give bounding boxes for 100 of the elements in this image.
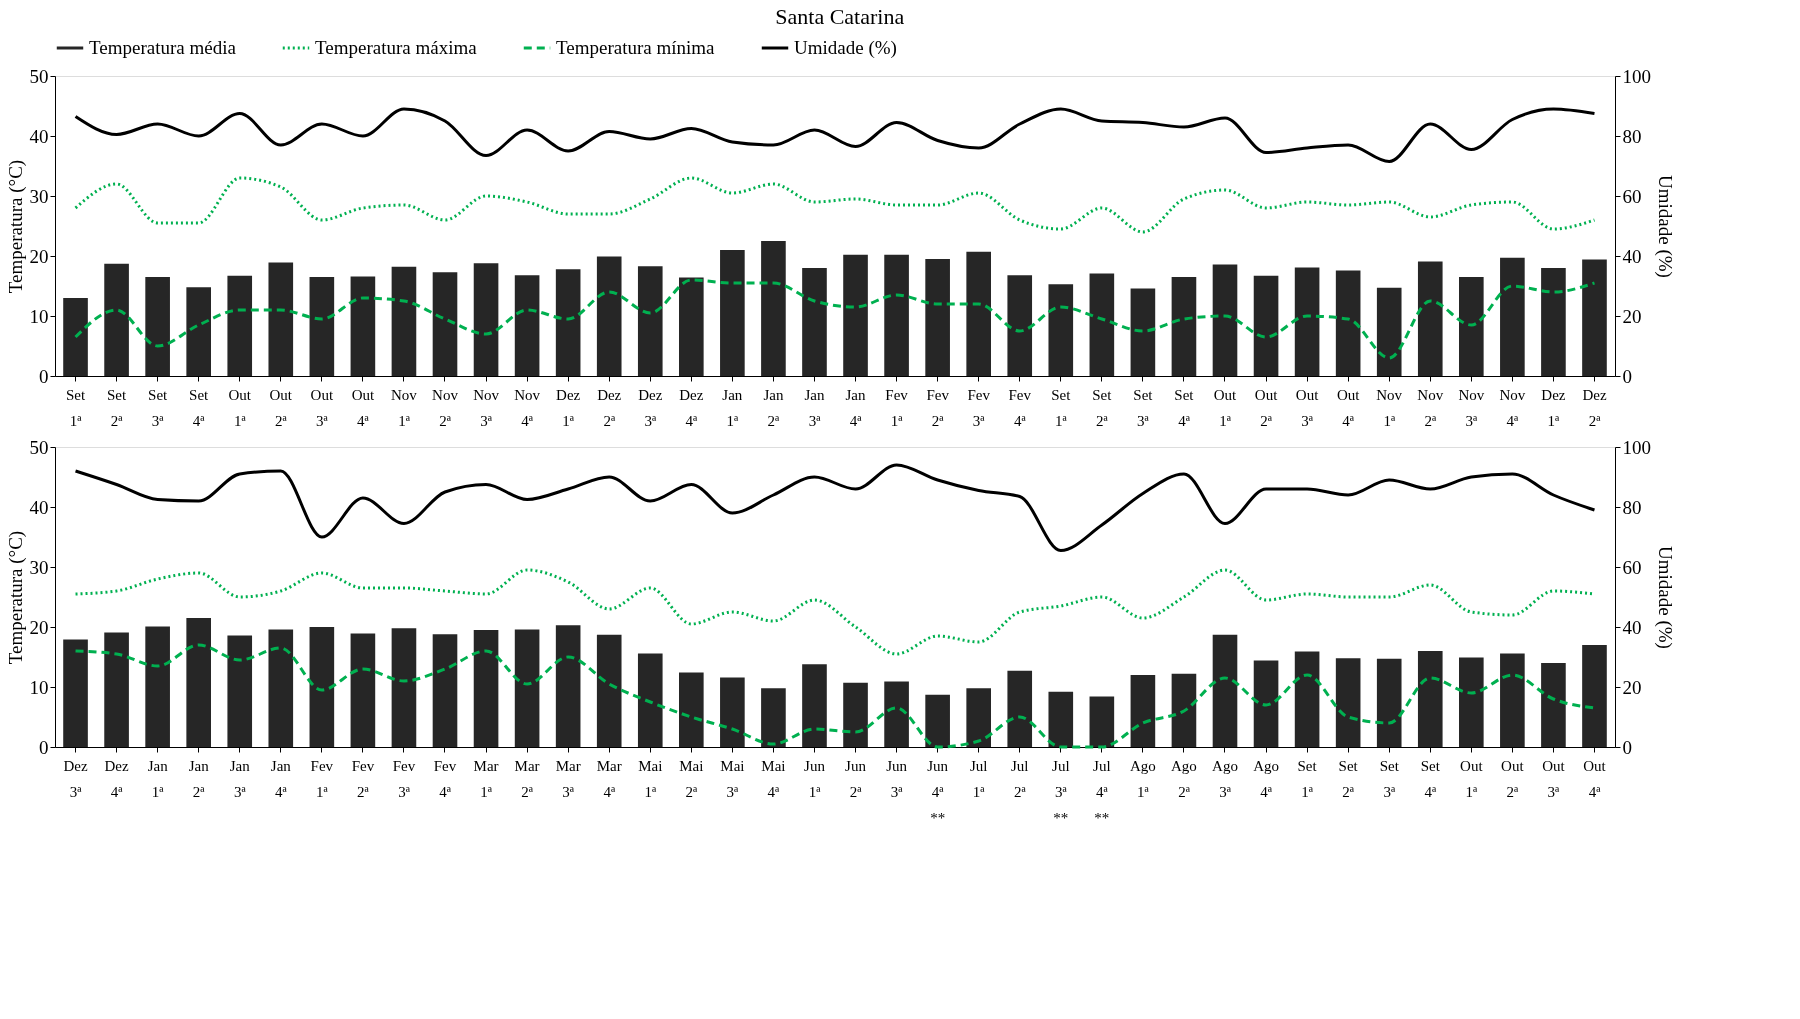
bar [1417, 261, 1443, 376]
y-tick-label: 20 [29, 616, 49, 638]
x-tick-label: Nov 2ª [432, 386, 459, 429]
y2-tick-label: 80 [1622, 125, 1642, 147]
bar [1253, 275, 1279, 376]
bar [1212, 634, 1238, 747]
bar [1335, 658, 1361, 747]
x-tick-label: Out 1ª [228, 386, 252, 429]
y-tick-label: 40 [29, 125, 49, 147]
bar [309, 277, 335, 376]
x-tick-label: Set 3ª [148, 386, 169, 429]
x-tick-label: Dez 2ª [597, 386, 622, 429]
x-tick-label: Set 3ª [1379, 757, 1400, 800]
bar [227, 635, 253, 747]
bar [145, 626, 170, 747]
x-tick-label: Fev 1ª [885, 386, 909, 429]
bar [884, 254, 909, 376]
x-tick-label: Nov 4ª [1499, 386, 1526, 429]
bar [268, 262, 294, 376]
x-tick-label: Out 3ª [1295, 386, 1320, 429]
bar [63, 639, 88, 747]
x-tick-label: Fev 2ª [926, 386, 950, 429]
bar [1376, 658, 1402, 747]
bar [104, 632, 129, 747]
x-tick-label: Set 2ª [1338, 757, 1359, 800]
x-tick-label: Set 4ª [1174, 386, 1195, 429]
bar [637, 653, 663, 747]
bar [1007, 670, 1033, 747]
x-tick-label: Fev 3ª [967, 386, 991, 429]
y-tick-label: 50 [29, 65, 49, 87]
x-tick-label: Out 3ª [310, 386, 334, 429]
bar [1582, 645, 1607, 747]
x-tick-label: Dez 3ª [63, 757, 88, 800]
x-tick-label: Nov 2ª [1417, 386, 1444, 429]
y2-tick-label: 20 [1622, 676, 1642, 698]
x-tick-label: Dez 4ª [104, 757, 129, 800]
x-tick-label: Jan 1ª [147, 757, 169, 800]
x-tick-label: Mai 4ª [761, 757, 786, 800]
x-tick-label: Out 1ª [1460, 757, 1484, 800]
y2-tick-label: 0 [1622, 736, 1632, 758]
x-tick-label: Jan 1ª [722, 386, 743, 429]
x-tick-label: Set 4ª [189, 386, 210, 429]
x-tick-label: Ago 4ª [1253, 757, 1279, 800]
bar [514, 629, 540, 747]
bar [391, 266, 417, 376]
bar [1459, 277, 1484, 376]
x-tick-label: Nov 3ª [1458, 386, 1485, 429]
x-tick-label: Out 4ª [351, 386, 375, 429]
bar [679, 672, 704, 747]
y-tick-label: 40 [29, 496, 49, 518]
bar [1212, 264, 1238, 376]
x-tick-label: Set 1ª [65, 386, 86, 429]
y-tick-label: 0 [39, 736, 49, 758]
x-tick-label: Out 2ª [269, 386, 293, 429]
x-tick-label: Fev 4ª [1008, 386, 1032, 429]
bar [679, 277, 704, 376]
bar [925, 259, 950, 376]
bar [391, 628, 417, 747]
x-tick-label: Out 4ª [1336, 386, 1361, 429]
bar [843, 254, 868, 376]
x-tick-label: Mai 2ª [679, 757, 704, 800]
bar [637, 266, 663, 376]
x-tick-label: Set 1ª [1051, 386, 1072, 429]
y-tick-label: 30 [29, 185, 49, 207]
bar [925, 694, 950, 747]
legend-label: Temperatura máxima [315, 37, 478, 58]
x-tick-label: Jul 1ª [969, 757, 988, 800]
x-tick-label: Set 2ª [106, 386, 127, 429]
bar [1171, 673, 1197, 747]
bar [186, 618, 211, 747]
x-tick-label: Ago 1ª [1129, 757, 1156, 800]
x-tick-label: Out 2ª [1254, 386, 1279, 429]
y-tick-label: 10 [29, 305, 49, 327]
x-tick-label: Dez 1ª [1541, 386, 1566, 429]
bar [63, 298, 88, 376]
bar [555, 269, 581, 376]
x-tick-label: Mar 2ª [514, 757, 540, 800]
bar [1089, 696, 1115, 747]
bar [1376, 287, 1402, 376]
x-tick-label: Mar 1ª [473, 757, 499, 800]
bar [432, 272, 458, 376]
bar [555, 625, 581, 747]
bar [720, 677, 745, 747]
bar [884, 681, 909, 747]
y2-tick-label: 40 [1622, 616, 1642, 638]
y2-axis-title: Umidade (%) [1654, 546, 1676, 649]
bar [1253, 660, 1279, 747]
bar [802, 664, 827, 747]
x-tick-label: Jan 4ª [845, 386, 867, 429]
bar [186, 287, 211, 376]
bar [473, 630, 499, 747]
y-tick-label: 50 [29, 436, 49, 458]
bar [514, 275, 540, 376]
y2-tick-label: 60 [1622, 556, 1642, 578]
bar [802, 268, 827, 376]
x-tick-label: Fev 2ª [351, 757, 375, 800]
line-series [74, 643, 1596, 749]
x-tick-label: Fev 3ª [392, 757, 416, 800]
x-tick-label: Jun 3ª [886, 757, 908, 800]
line-series [74, 107, 1596, 163]
